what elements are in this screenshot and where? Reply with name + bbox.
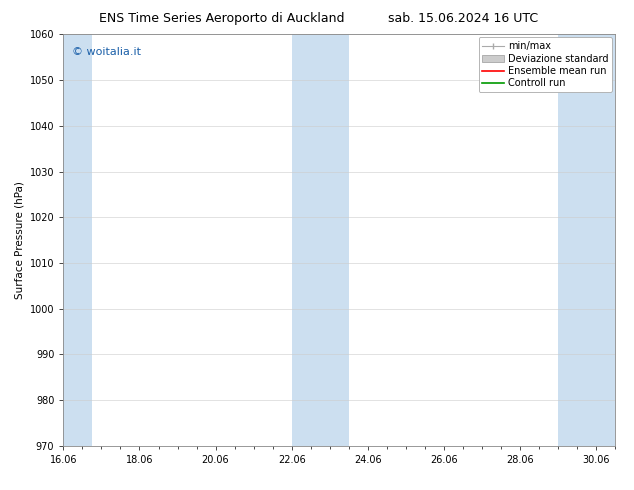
Y-axis label: Surface Pressure (hPa): Surface Pressure (hPa) xyxy=(14,181,24,299)
Bar xyxy=(63,34,92,446)
Bar xyxy=(292,34,349,446)
Legend: min/max, Deviazione standard, Ensemble mean run, Controll run: min/max, Deviazione standard, Ensemble m… xyxy=(479,37,612,92)
Text: ENS Time Series Aeroporto di Auckland: ENS Time Series Aeroporto di Auckland xyxy=(99,12,345,25)
Text: © woitalia.it: © woitalia.it xyxy=(72,47,141,57)
Text: sab. 15.06.2024 16 UTC: sab. 15.06.2024 16 UTC xyxy=(388,12,538,25)
Bar xyxy=(558,34,615,446)
